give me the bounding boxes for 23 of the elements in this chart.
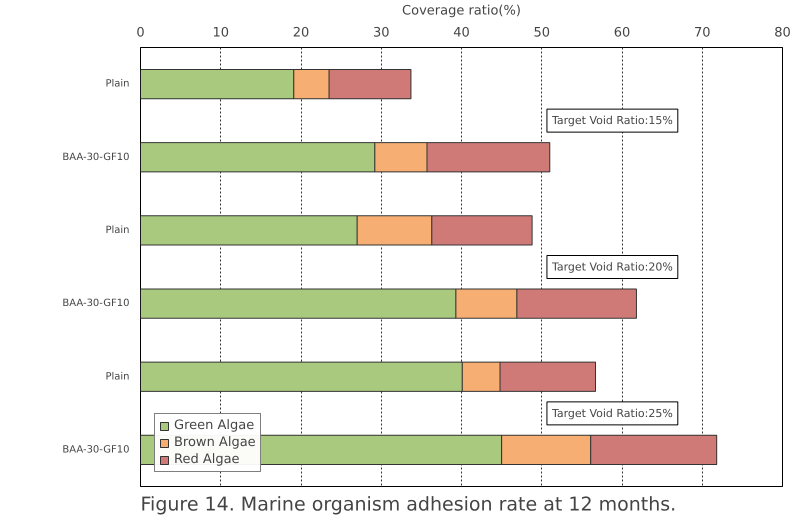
x-tick-label: 80 bbox=[774, 26, 791, 40]
y-tick-label: BAA-30-GF10 bbox=[62, 444, 130, 456]
y-tick-label: Plain bbox=[105, 78, 130, 90]
x-tick-label: 0 bbox=[136, 26, 145, 40]
y-tick-label: Plain bbox=[105, 371, 130, 382]
legend-label: Green Algae bbox=[174, 418, 254, 433]
x-tick-label: 40 bbox=[453, 26, 470, 40]
y-tick-label: Plain bbox=[105, 224, 130, 236]
x-tick-label: 50 bbox=[533, 26, 550, 40]
annotation: Target Void Ratio:25% bbox=[550, 406, 673, 420]
annotation: Target Void Ratio:15% bbox=[550, 114, 673, 128]
y-tick-label: BAA-30-GF10 bbox=[62, 298, 130, 310]
x-tick-label: 30 bbox=[372, 26, 390, 40]
legend-label: Brown Algae bbox=[174, 435, 256, 450]
legend-label: Red Algae bbox=[174, 452, 240, 467]
x-axis-title: Coverage ratio(%) bbox=[402, 4, 521, 18]
x-tick-label: 10 bbox=[212, 26, 230, 40]
y-tick-label: BAA-30-GF10 bbox=[62, 152, 130, 163]
x-tick-label: 20 bbox=[292, 26, 310, 40]
text: Figure 14. Marine organism adhesion rate at 12 months. bbox=[140, 494, 676, 516]
x-tick-label: 60 bbox=[614, 26, 630, 40]
x-tick-label: 70 bbox=[694, 26, 711, 40]
annotation: Target Void Ratio:20% bbox=[550, 260, 673, 274]
